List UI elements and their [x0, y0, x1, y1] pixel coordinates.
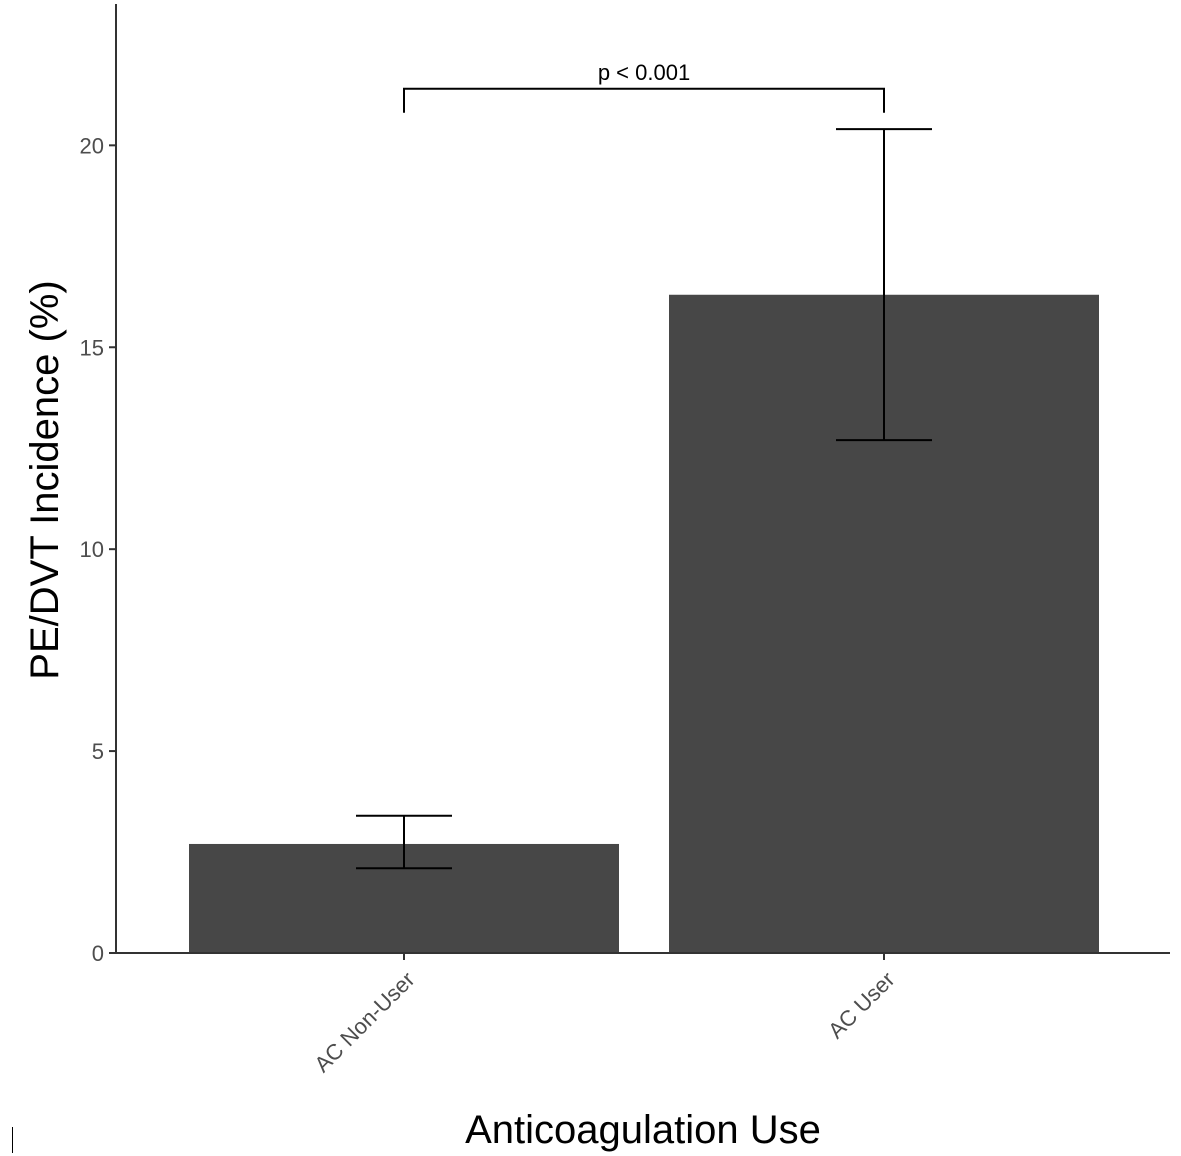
- y-axis-title: PE/DVT Incidence (%): [23, 280, 67, 679]
- bars-layer: [189, 294, 1099, 953]
- p-value-label-0: p < 0.001: [598, 60, 690, 85]
- y-tick-label-4: 20: [80, 133, 104, 158]
- y-tick-label-0: 0: [92, 941, 104, 966]
- x-tick-label-0: AC Non-User: [309, 967, 419, 1077]
- significance-bracket-0: [403, 87, 885, 113]
- y-tick-label-1: 5: [92, 739, 104, 764]
- text-cursor: [12, 1127, 13, 1153]
- x-tick-label-1: AC User: [823, 967, 899, 1043]
- significance-annotation: p < 0.001: [403, 60, 885, 113]
- y-tick-label-3: 15: [80, 335, 104, 360]
- y-tick-label-2: 10: [80, 537, 104, 562]
- error-bars-layer: [356, 128, 932, 870]
- x-ticks-layer: AC Non-User AC User: [309, 953, 900, 1077]
- y-ticks-layer: 0 5 10 15 20: [80, 133, 116, 966]
- x-axis-title: Anticoagulation Use: [465, 1108, 821, 1152]
